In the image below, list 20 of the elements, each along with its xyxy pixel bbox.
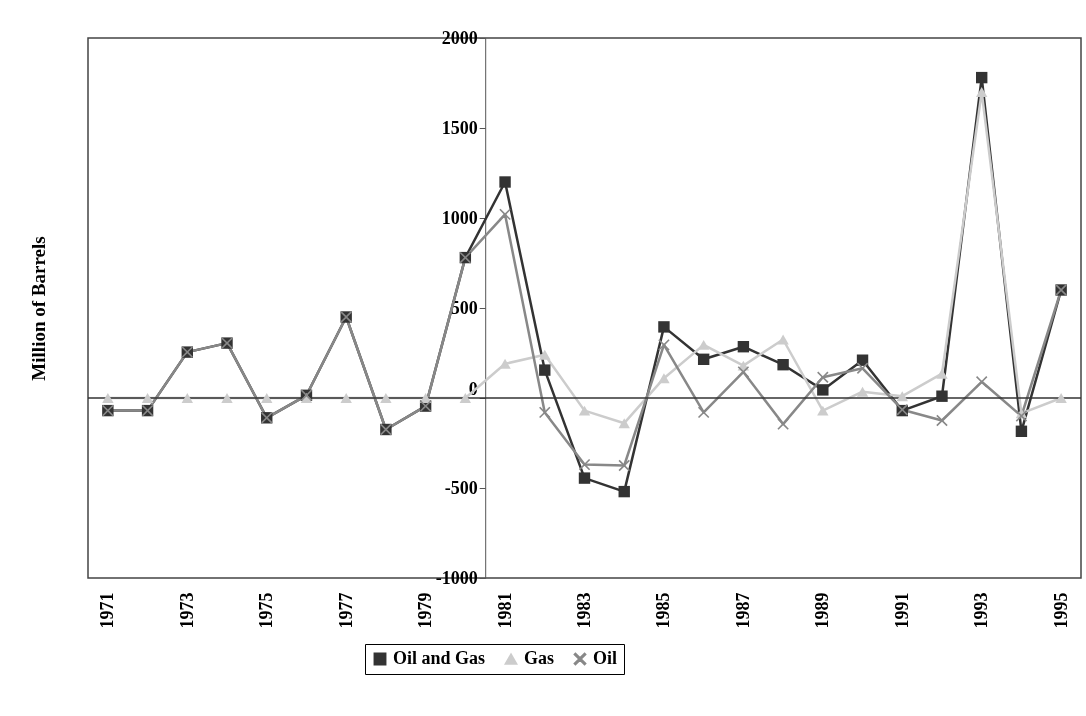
x-tick-label: 1991 [891, 592, 912, 629]
x-tick-label: 1979 [415, 592, 436, 629]
legend-label: Oil [593, 648, 618, 668]
legend-label: Gas [524, 648, 555, 668]
x-tick-label: 1995 [1050, 592, 1071, 629]
x-tick-label: 1989 [812, 592, 833, 629]
x-tick-label: 1971 [97, 592, 118, 629]
legend-label: Oil and Gas [393, 648, 486, 668]
x-tick-label: 1983 [574, 592, 594, 629]
x-tick-label: 1977 [335, 592, 356, 629]
x-tick-label: 1981 [494, 592, 515, 629]
x-tick-label: 1975 [256, 592, 277, 629]
x-tick-label: 1985 [653, 592, 674, 629]
y-tick-label: -500 [444, 477, 478, 498]
y-axis-title: Million of Barrels [27, 236, 49, 381]
y-tick-label: 1500 [441, 117, 478, 138]
x-tick-label: 1973 [176, 592, 197, 629]
y-tick-label: 1000 [441, 207, 478, 228]
x-tick-label: 1993 [971, 592, 992, 629]
x-tick-label: 1987 [732, 592, 753, 629]
